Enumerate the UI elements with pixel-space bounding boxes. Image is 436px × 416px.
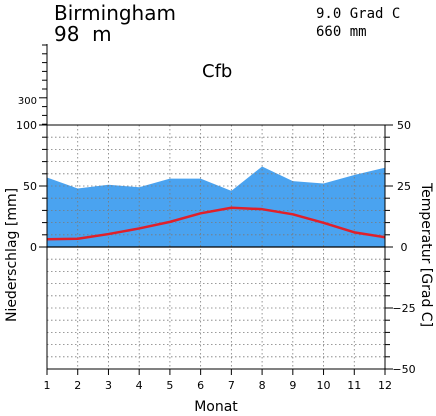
- temperature-axis: −50 −25 0 25 50: [385, 119, 416, 376]
- plot-area: [46, 124, 386, 370]
- annual-precipitation: 660 mm: [316, 24, 367, 40]
- temperature-tick-label: −25: [392, 302, 415, 315]
- temperature-tick-label: 50: [397, 119, 411, 132]
- climate-class: Cfb: [202, 61, 232, 82]
- upper-axis-label: 300: [18, 96, 37, 107]
- month-tick-label: 2: [74, 379, 81, 392]
- month-tick-label: 3: [105, 379, 112, 392]
- month-tick-label: 10: [317, 379, 331, 392]
- station-elevation: 98 m: [54, 22, 112, 46]
- month-tick-label: 1: [44, 379, 51, 392]
- month-tick-label: 4: [136, 379, 143, 392]
- temperature-line: [46, 206, 386, 241]
- upper-axis: 300: [18, 44, 48, 125]
- temperature-tick-label: 25: [397, 180, 411, 193]
- precipitation-axis: 0 50 100: [16, 119, 47, 254]
- month-tick-label: 6: [197, 379, 204, 392]
- month-tick-label: 8: [259, 379, 266, 392]
- month-tick-label: 7: [228, 379, 235, 392]
- precipitation-tick-label: 100: [16, 119, 37, 132]
- left-axis-title: Niederschlag [mm]: [4, 188, 20, 322]
- month-tick-label: 5: [166, 379, 173, 392]
- month-tick-label: 12: [378, 379, 392, 392]
- x-axis-title: Monat: [194, 399, 238, 415]
- temperature-tick-label: 0: [401, 241, 408, 254]
- mean-temperature: 9.0 Grad C: [316, 6, 400, 22]
- month-tick-label: 9: [289, 379, 296, 392]
- precipitation-area: [47, 166, 385, 247]
- precipitation-tick-label: 0: [30, 241, 37, 254]
- upper-axis-ticks: [39, 44, 47, 125]
- station-name: Birmingham: [54, 1, 176, 25]
- right-axis-title: Temperatur [Grad C]: [418, 182, 434, 327]
- month-tick-label: 11: [347, 379, 361, 392]
- month-axis: 1 2 3 4 5 6 7 8 9 10 11 12: [44, 369, 392, 392]
- precipitation-tick-label: 50: [23, 180, 37, 193]
- temperature-tick-label: −50: [392, 363, 415, 376]
